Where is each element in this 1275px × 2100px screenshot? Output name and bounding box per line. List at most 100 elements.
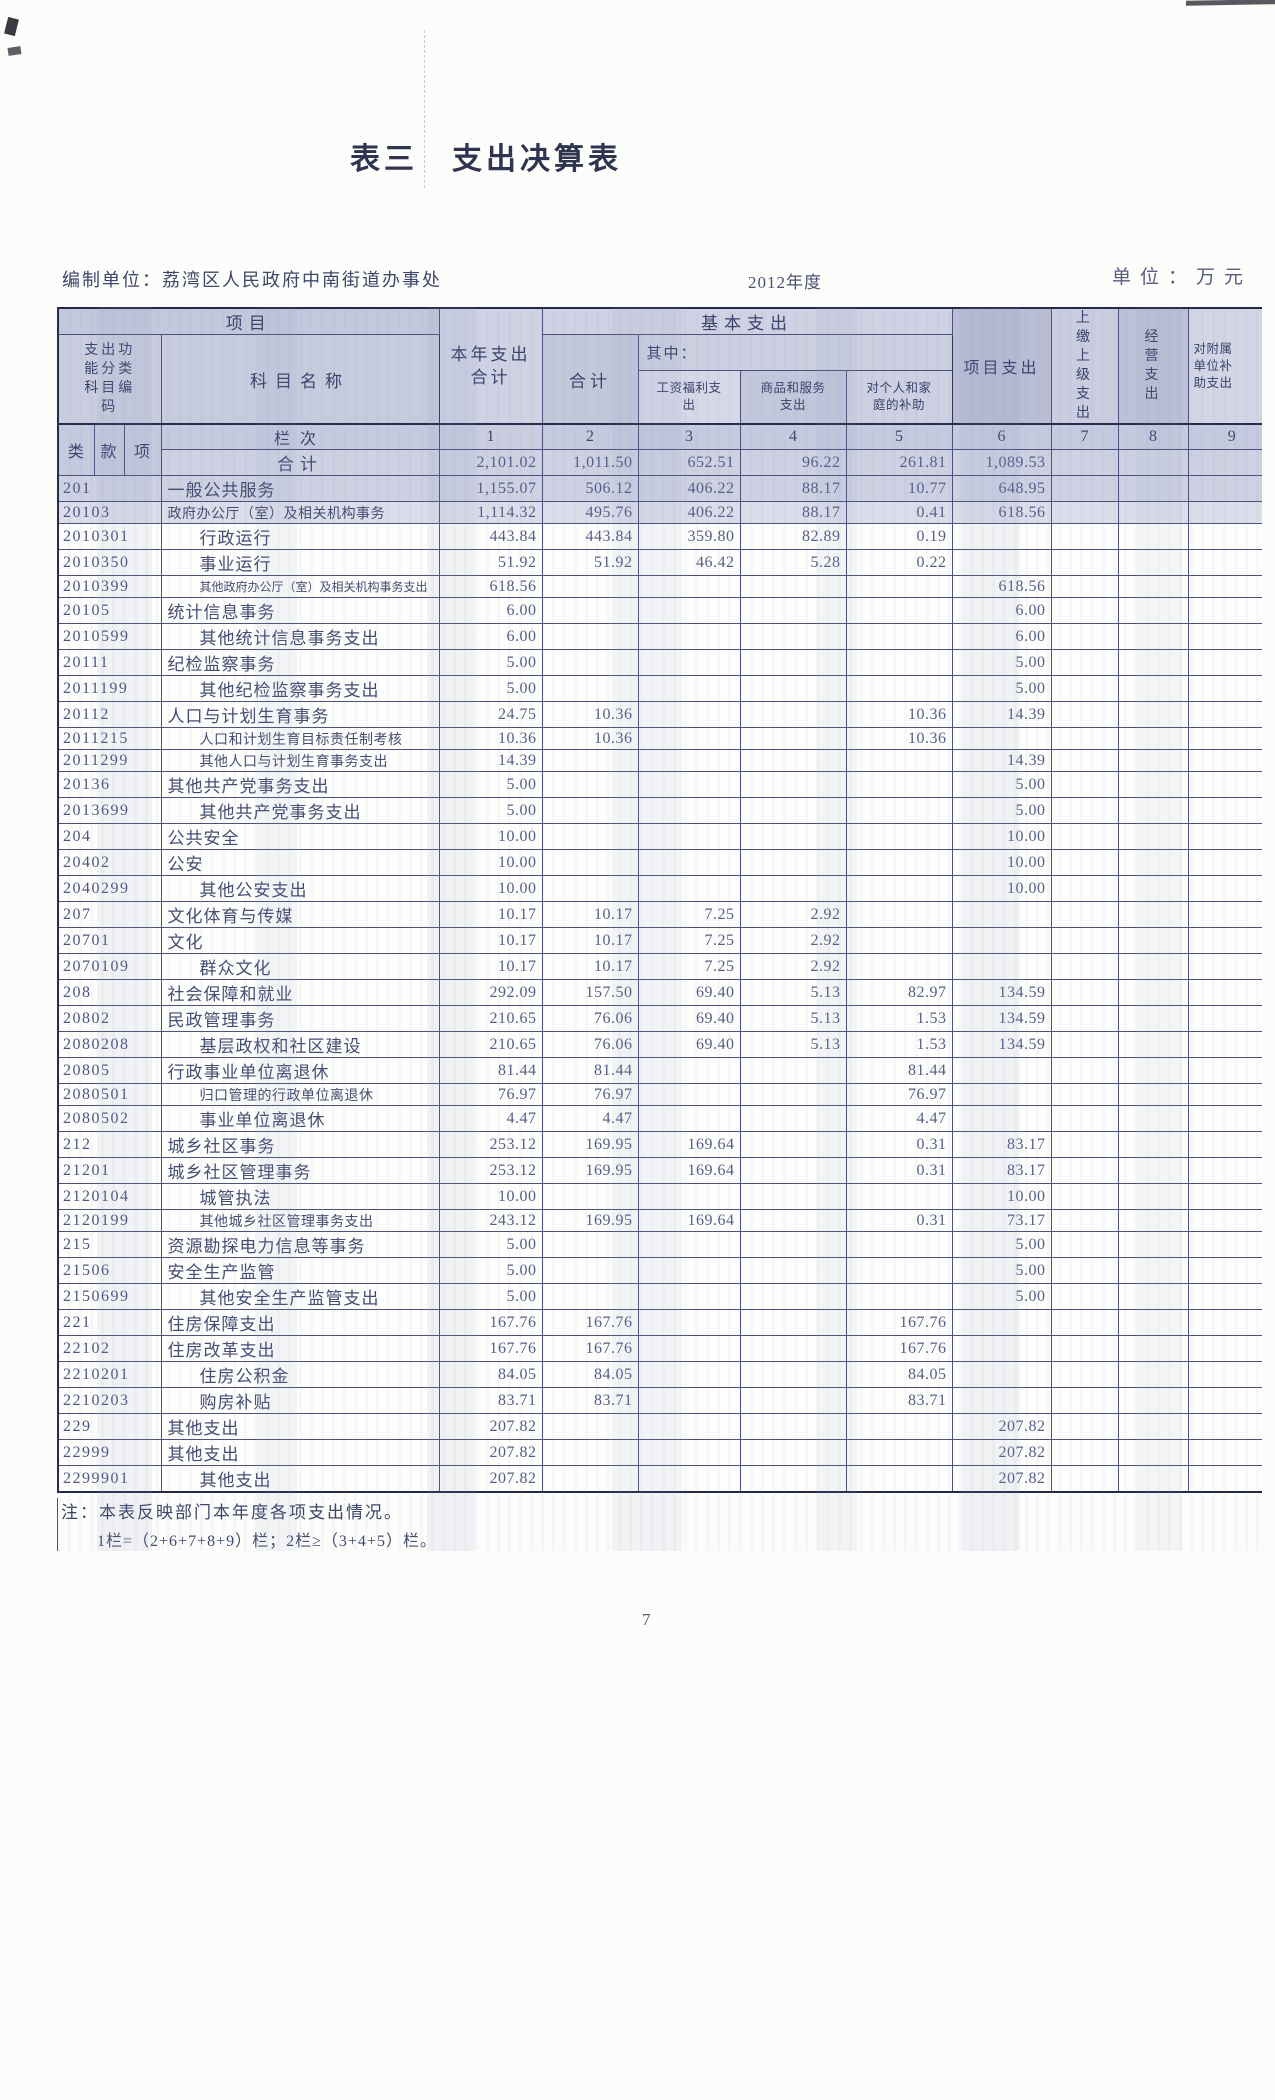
value-cell [1187,1183,1262,1210]
code-cell: 2070109 [57,953,162,980]
subject-name-cell: 其他人口与计划生育事务支出 [160,749,440,772]
value-cell [739,1361,847,1388]
value-cell: 134.59 [951,1005,1052,1032]
table-row: 2010350 事业运行 51.92 51.92 46.42 5.28 0.22 [57,549,1262,576]
value-cell: 5.00 [951,1283,1052,1310]
header-subject-name: 科目名称 [160,334,440,425]
code-cell: 20111 [57,649,162,676]
value-cell [1117,597,1189,624]
page-title: 表三 支出决算表 [350,143,622,176]
value-cell [1187,597,1262,624]
subject-name-cell: 事业单位离退休 [160,1105,440,1132]
value-cell: 167.76 [845,1335,953,1362]
table-row: 221 住房保障支出 167.76 167.76 167.76 [57,1309,1262,1336]
value-cell: 134.59 [951,979,1052,1006]
value-cell [1187,1083,1262,1106]
value-cell: 51.92 [438,549,543,576]
value-cell: 5.00 [951,797,1052,824]
value-cell: 14.39 [951,749,1052,772]
value-cell: 169.64 [637,1157,741,1184]
value-cell: 81.44 [438,1057,543,1084]
scan-artifact [1186,0,1275,6]
value-cell [1117,1083,1189,1106]
code-cell: 21506 [57,1257,162,1284]
value-cell: 207.82 [951,1439,1052,1466]
value-cell: 5.13 [739,979,847,1006]
value-cell: 14.39 [951,701,1052,728]
value-cell [637,1335,741,1362]
value-cell [1117,1361,1189,1388]
value-cell: 76.06 [541,1005,639,1032]
value-cell [637,675,741,702]
value-cell [1117,1283,1189,1310]
value-cell: 7.25 [637,901,741,928]
value-cell [951,549,1052,576]
compiling-unit-label: 编制单位：荔湾区人民政府中南街道办事处 [62,270,442,290]
value-cell: 10.00 [438,875,543,902]
value-cell [1187,1309,1262,1336]
table-row: 2010399 其他政府办公厅（室）及相关机构事务支出 618.56 618.56 [57,575,1262,598]
value-cell [739,1387,847,1414]
value-cell [541,1257,639,1284]
value-cell: 167.76 [438,1335,543,1362]
value-cell [739,701,847,728]
table-row: 2120199 其他城乡社区管理事务支出 243.12 169.95 169.64 0.3… [57,1209,1262,1232]
value-cell [739,771,847,798]
value-cell [951,901,1052,928]
value-cell: 83.71 [438,1387,543,1414]
subject-name-cell: 人口和计划生育目标责任制考核 [160,727,440,750]
value-cell [845,1465,953,1493]
value-cell [637,1183,741,1210]
value-cell [1050,1083,1119,1106]
note-line: 1栏=（2+6+7+8+9）栏；2栏≥（3+4+5）栏。 [97,1533,437,1550]
value-cell [951,1335,1052,1362]
value-cell [1050,575,1119,598]
header-affiliated: 对附属单位补助支出 [1187,307,1262,425]
value-cell [1187,1157,1262,1184]
value-cell: 10.00 [951,1183,1052,1210]
subject-name-cell: 安全生产监管 [160,1257,440,1284]
value-cell: 10.00 [951,875,1052,902]
value-cell: 167.76 [438,1309,543,1336]
value-cell [739,1309,847,1336]
column-number: 7 [1050,423,1119,450]
value-cell [1117,1005,1189,1032]
currency-unit-label: 单位：万元 [1112,267,1253,288]
value-cell: 10.36 [438,727,543,750]
header-basic: 基本支出 [541,307,953,335]
value-cell [1187,875,1262,902]
value-cell [845,1413,953,1440]
value-cell [1187,953,1262,980]
value-cell [845,927,953,954]
value-cell [1187,901,1262,928]
value-cell [637,1465,741,1493]
code-cell: 2150699 [57,1283,162,1310]
value-cell [1050,1335,1119,1362]
value-cell: 207.82 [951,1413,1052,1440]
value-cell: 2.92 [739,953,847,980]
value-cell [1050,1465,1119,1493]
value-cell [541,875,639,902]
table-row: 2070109 群众文化 10.17 10.17 7.25 2.92 [57,953,1262,980]
table-row: 22999 其他支出 207.82 207.82 [57,1439,1262,1466]
fiscal-year-label: 2012年度 [748,273,822,292]
value-cell: 76.97 [541,1083,639,1106]
value-cell [951,1105,1052,1132]
table-row: 2010599 其他统计信息事务支出 6.00 6.00 [57,623,1262,650]
header-section: 款 [93,423,125,476]
value-cell [1187,575,1262,598]
value-cell [1050,771,1119,798]
table-row: 20105 统计信息事务 6.00 6.00 [57,597,1262,624]
value-cell: 5.00 [438,1283,543,1310]
subject-name-cell: 公安 [160,849,440,876]
value-cell [739,1257,847,1284]
value-cell: 253.12 [438,1157,543,1184]
value-cell [1117,875,1189,902]
code-cell: 2299901 [57,1465,162,1493]
value-cell: 10.36 [541,701,639,728]
table-row: 2080502 事业单位离退休 4.47 4.47 4.47 [57,1105,1262,1132]
value-cell [739,797,847,824]
value-cell: 83.71 [541,1387,639,1414]
table-row: 2210203 购房补贴 83.71 83.71 83.71 [57,1387,1262,1414]
